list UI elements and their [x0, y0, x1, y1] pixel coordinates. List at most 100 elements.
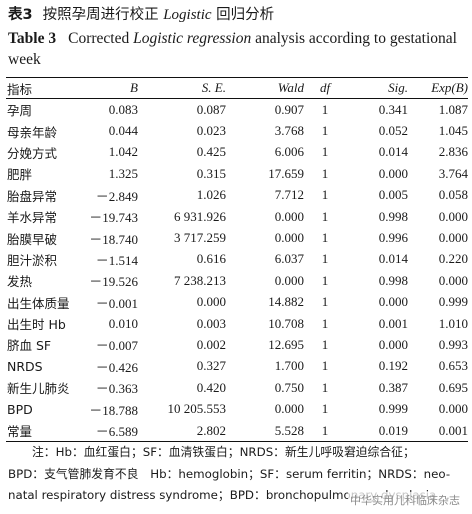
table-cell: 1 [321, 336, 329, 352]
row-label: 新生儿肺炎 [7, 381, 70, 397]
table-cell: 3.768 [274, 123, 304, 139]
caption-en-prefix: Corrected [68, 30, 130, 47]
row-label: 常量 [6, 419, 84, 443]
table-row: 孕周 0.083 0.087 0.907 1 0.341 1.087 [6, 99, 468, 121]
table-row: 发热 －19.526 7 238.213 0.000 1 0.998 0.000 [6, 270, 468, 291]
table-cell: 1 [321, 315, 329, 331]
table-cell: 12.695 [268, 336, 304, 352]
table-row: 分娩方式 1.042 0.425 6.006 1 0.014 2.836 [6, 142, 468, 163]
table-cell: 1 [304, 419, 346, 443]
footnote-line-2: BPD：支气管肺发育不良 Hb：hemoglobin；SF：serum ferr… [8, 466, 451, 481]
table-cell: 0.616 [196, 251, 226, 267]
column-header: df [304, 77, 346, 99]
table-cell: 1 [321, 208, 329, 224]
row-label: 分娩方式 [7, 145, 58, 161]
row-label: 胎盘异常 [7, 188, 58, 204]
table-cell: 1 [321, 187, 329, 203]
table-cell: 1 [321, 379, 329, 395]
table-cell: 0.907 [274, 101, 304, 117]
table-cell: 0.000 [378, 165, 408, 181]
table-cell: 1 [321, 294, 329, 310]
row-label: NRDS [7, 358, 43, 374]
table-row: 新生儿肺炎 －0.363 0.420 0.750 1 0.387 0.695 [6, 377, 468, 398]
table-cell: －19.526 [89, 274, 138, 290]
table-footnote: 注：Hb：血红蛋白；SF：血清铁蛋白；NRDS：新生儿呼吸窘迫综合征； BPD：… [8, 442, 468, 507]
row-label: 母亲年龄 [7, 124, 58, 140]
table-cell: 10 205.553 [167, 401, 227, 417]
table-cell: －6.589 [84, 419, 138, 443]
table-cell: 1.325 [108, 165, 138, 181]
table-cell: 6 931.926 [174, 208, 226, 224]
row-label: 出生时 Hb [7, 317, 66, 333]
table-row: 脐血 SF －0.007 0.002 12.695 1 0.000 0.993 [6, 334, 468, 355]
caption-cn-suffix: 回归分析 [216, 7, 275, 23]
table-cell: 0.315 [196, 165, 226, 181]
table-cell: 0.005 [378, 187, 408, 203]
table-cell: 7.712 [274, 187, 304, 203]
table-cell: －0.007 [95, 338, 138, 354]
table-cell: 0.387 [378, 379, 408, 395]
table-cell: 10.708 [268, 315, 304, 331]
table-row: 出生体质量 －0.001 0.000 14.882 1 0.000 0.999 [6, 292, 468, 313]
table-cell: 0.000 [438, 208, 468, 224]
table-cell: 3.764 [438, 165, 468, 181]
table-cell: 1 [321, 165, 329, 181]
table-cell: 0.019 [346, 419, 408, 443]
caption-cn-prefix: 按照孕周进行校正 [42, 7, 159, 23]
table-cell: 1 [321, 101, 329, 117]
column-header: 指标 [6, 77, 84, 99]
table-cell: 1 [321, 123, 329, 139]
table-row: 胆汁淤积 －1.514 0.616 6.037 1 0.014 0.220 [6, 249, 468, 270]
table-cell: 0.000 [274, 208, 304, 224]
table-cell: 0.000 [378, 294, 408, 310]
table-row: 胎盘异常 －2.849 1.026 7.712 1 0.005 0.058 [6, 185, 468, 206]
table-cell: －0.363 [95, 381, 138, 397]
table-cell: 1.087 [438, 101, 468, 117]
table-cell: 1.045 [438, 123, 468, 139]
table-cell: 0.058 [438, 187, 468, 203]
table-row: 出生时 Hb 0.010 0.003 10.708 1 0.001 1.010 [6, 313, 468, 334]
table-cell: 0.653 [438, 358, 468, 374]
table-cell: －0.001 [95, 295, 138, 311]
table-row: 肥胖 1.325 0.315 17.659 1 0.000 3.764 [6, 163, 468, 184]
table-cell: 0.327 [196, 358, 226, 374]
table-cell: 0.001 [408, 419, 468, 443]
table-cell: －18.740 [89, 231, 138, 247]
caption-en-suffix: analysis according to gestational week [8, 30, 457, 68]
row-label: 出生体质量 [7, 295, 70, 311]
table-cell: 0.998 [378, 208, 408, 224]
table-cell: 0.750 [274, 379, 304, 395]
column-header: Wald [226, 77, 304, 99]
table-label-cn: 表3 [8, 7, 33, 23]
table-cell: 0.695 [438, 379, 468, 395]
row-label: BPD [7, 401, 33, 417]
table-cell: 17.659 [268, 165, 304, 181]
table-cell: 1.042 [108, 144, 138, 160]
table-cell: 1 [321, 401, 329, 417]
table-cell: 0.000 [274, 401, 304, 417]
table-title-cn: 表3 按照孕周进行校正 Logistic 回归分析 [8, 5, 274, 25]
table-cell: 0.044 [108, 123, 138, 139]
table-cell: 0.000 [274, 272, 304, 288]
table-row: NRDS －0.426 0.327 1.700 1 0.192 0.653 [6, 356, 468, 377]
footnote-line-1: 注：Hb：血红蛋白；SF：血清铁蛋白；NRDS：新生儿呼吸窘迫综合征； [32, 445, 415, 459]
table-cell: 0.010 [108, 315, 138, 331]
table-cell: 0.000 [378, 336, 408, 352]
table-cell: 0.003 [196, 315, 226, 331]
table-cell: 0.014 [378, 251, 408, 267]
table-label-en: Table 3 [8, 30, 57, 47]
table-cell: 1 [321, 358, 329, 374]
table-cell: 0.052 [378, 123, 408, 139]
table-cell: 2.836 [438, 144, 468, 160]
table-cell: 0.220 [438, 251, 468, 267]
table-cell: －1.514 [95, 252, 138, 268]
table-cell: 0.087 [196, 101, 226, 117]
table-cell: －19.743 [89, 210, 138, 226]
table-row: 羊水异常 －19.743 6 931.926 0.000 1 0.998 0.000 [6, 206, 468, 227]
table-cell: 1 [321, 272, 329, 288]
table-row: 胎膜早破 －18.740 3 717.259 0.000 1 0.996 0.000 [6, 227, 468, 248]
table-cell: 1.700 [274, 358, 304, 374]
table-cell: 1.026 [196, 187, 226, 203]
table-cell: －2.849 [95, 188, 138, 204]
caption-cn-italic: Logistic [163, 7, 212, 23]
